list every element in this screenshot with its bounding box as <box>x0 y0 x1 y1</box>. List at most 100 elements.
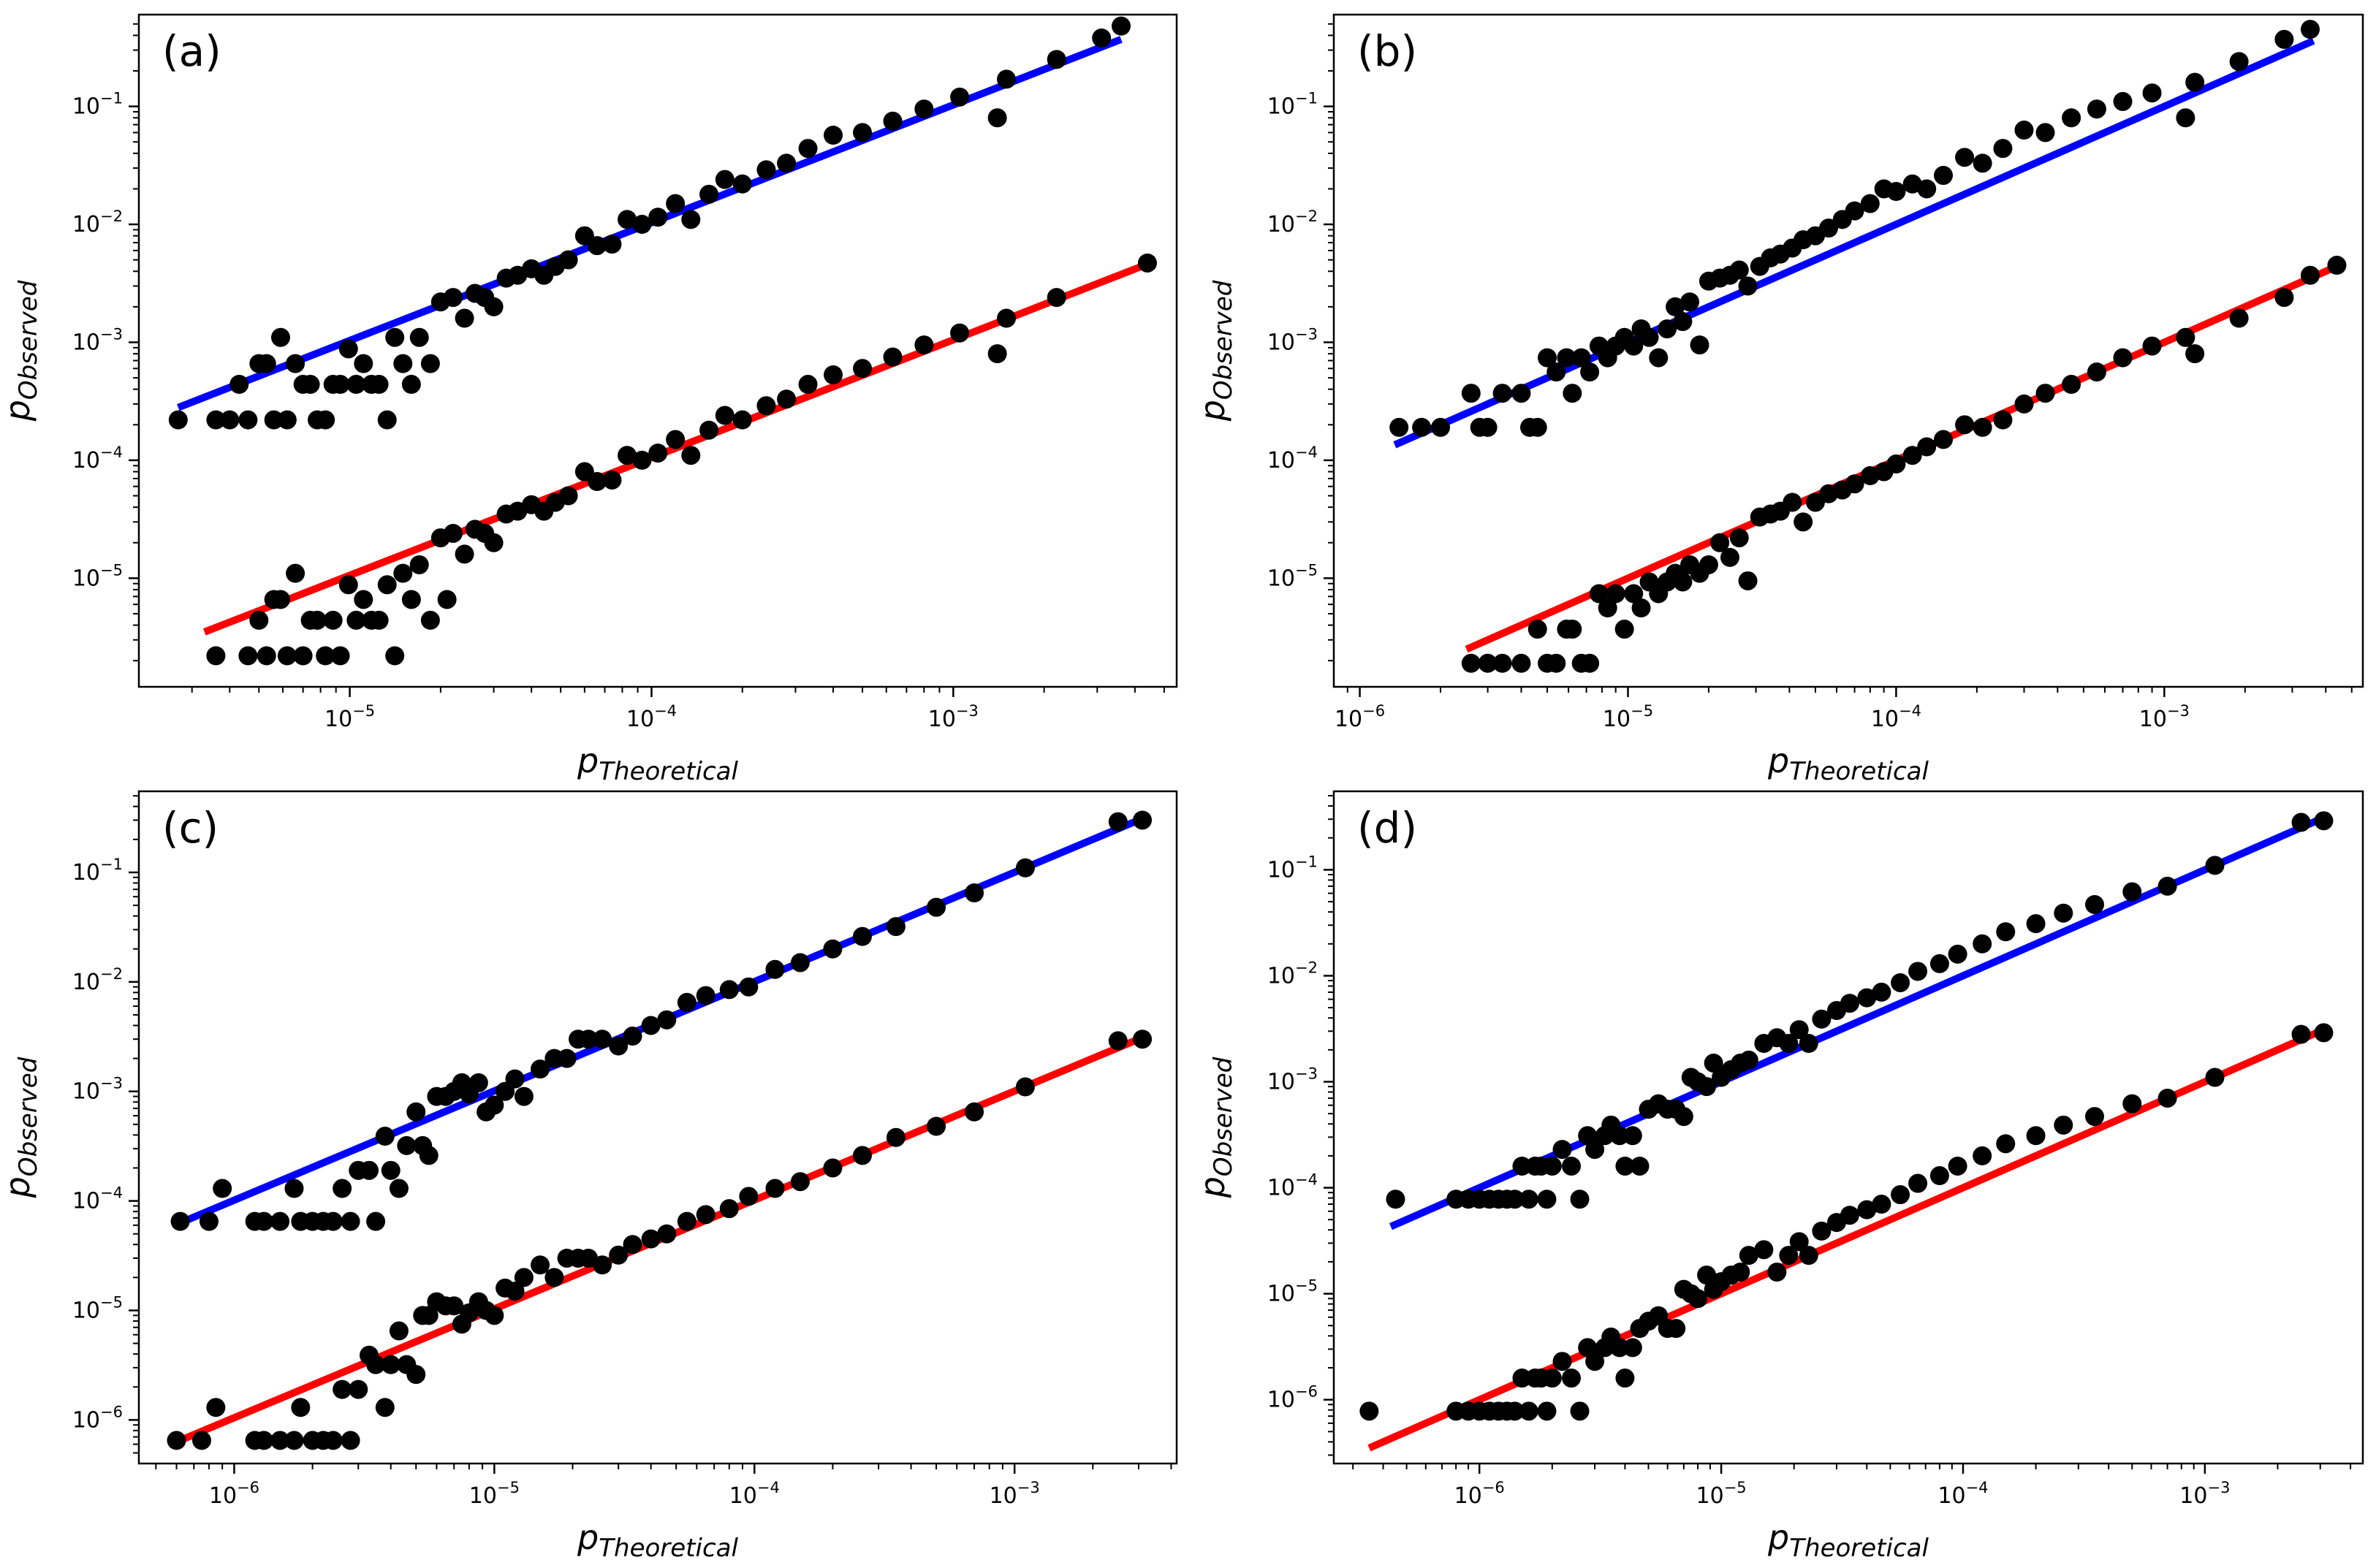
data-point <box>602 235 622 254</box>
data-point <box>1666 1319 1686 1339</box>
data-point <box>853 359 873 378</box>
data-point <box>1563 384 1582 403</box>
data-point <box>914 99 934 119</box>
data-point <box>790 1172 810 1192</box>
data-point <box>1812 1009 1832 1029</box>
data-point <box>1630 1156 1650 1176</box>
x-tick-label: 10−4 <box>1871 702 1921 732</box>
data-point <box>229 375 249 395</box>
data-point <box>1872 982 1891 1002</box>
data-point <box>401 590 421 609</box>
data-point <box>455 544 474 564</box>
data-point <box>1537 1190 1557 1209</box>
data-point <box>1789 1020 1809 1040</box>
data-point <box>531 1059 550 1079</box>
data-point <box>468 1073 488 1092</box>
data-point <box>2087 99 2106 119</box>
data-point <box>1112 16 1131 36</box>
data-point <box>2122 1094 2142 1114</box>
data-point <box>1845 201 1864 221</box>
data-point <box>531 1255 550 1275</box>
data-point <box>1610 1126 1630 1146</box>
data-point <box>1092 28 1112 48</box>
data-point <box>1537 1401 1557 1421</box>
data-point <box>286 354 305 373</box>
data-point <box>777 389 797 409</box>
series-upper <box>170 810 1153 1231</box>
data-point <box>1754 1240 1774 1260</box>
data-point <box>699 420 719 440</box>
y-tick-label: 10−1 <box>72 90 123 120</box>
plot-frame <box>137 790 1178 1465</box>
data-point <box>1704 1053 1723 1073</box>
data-point <box>2085 894 2105 914</box>
data-point <box>1527 620 1547 639</box>
data-point <box>666 430 686 449</box>
data-point <box>1580 362 1600 382</box>
data-point <box>886 1127 906 1147</box>
data-point <box>1739 1050 1758 1070</box>
data-point <box>514 1086 534 1106</box>
data-point <box>852 926 872 946</box>
data-point <box>270 1211 290 1231</box>
y-tick-label: 10−6 <box>1267 1383 1318 1413</box>
data-point <box>1580 653 1600 673</box>
data-point <box>1137 253 1157 273</box>
y-tick-label: 10−6 <box>72 1403 123 1433</box>
y-tick-label: 10−2 <box>72 965 123 995</box>
data-point <box>1929 1166 1949 1186</box>
data-point <box>484 533 504 552</box>
data-point <box>853 123 873 142</box>
data-point <box>1948 944 1967 964</box>
data-point <box>1948 1156 1967 1176</box>
data-point <box>346 375 366 395</box>
data-point <box>2205 856 2225 875</box>
y-tick-label: 10−2 <box>72 208 123 237</box>
y-tick-label: 10−4 <box>72 1184 123 1214</box>
x-tick-label: 10−3 <box>2139 702 2190 732</box>
data-point <box>206 1398 226 1417</box>
data-point <box>997 308 1017 328</box>
data-point <box>1840 1206 1859 1225</box>
data-point <box>558 250 578 270</box>
data-point <box>1783 492 1802 512</box>
data-point <box>579 1030 599 1049</box>
data-point <box>385 327 405 347</box>
data-point <box>199 1211 219 1231</box>
data-point <box>886 917 906 937</box>
y-tick-label: 10−3 <box>72 325 123 355</box>
data-point <box>632 215 652 235</box>
data-point <box>293 646 313 666</box>
data-point <box>756 160 776 180</box>
y-tick-label: 10−4 <box>1267 1171 1318 1201</box>
x-tick-label: 10−5 <box>1696 1479 1747 1509</box>
data-point <box>681 210 701 229</box>
data-point <box>1973 153 1992 173</box>
data-point <box>359 1160 379 1180</box>
x-tick-label: 10−6 <box>1335 702 1385 732</box>
data-point <box>277 646 297 666</box>
x-tick-label: 10−6 <box>209 1479 259 1509</box>
data-point <box>2274 288 2294 308</box>
panel-b: 10−6 10−5 10−4 10−3 10−5 10−4 10−3 10−2 10−1 (b) p… <box>1193 13 2364 786</box>
data-point <box>719 980 739 1000</box>
data-point <box>2014 121 2034 140</box>
data-point <box>2229 308 2249 328</box>
data-point <box>1570 1401 1590 1421</box>
data-point <box>168 410 188 430</box>
data-point <box>1929 954 1949 973</box>
y-tick-label: 10−5 <box>72 1293 123 1323</box>
data-point <box>238 410 258 430</box>
data-point <box>719 1199 739 1219</box>
data-point <box>1511 653 1531 673</box>
data-point <box>406 1102 426 1122</box>
data-point <box>1666 297 1685 316</box>
series-upper <box>1389 20 2320 437</box>
data-point <box>1622 1338 1642 1358</box>
data-point <box>2314 1023 2334 1043</box>
y-tick-label: 10−3 <box>72 1075 123 1105</box>
data-point <box>369 375 389 395</box>
y-tick-label: 10−3 <box>1267 325 1318 355</box>
data-point <box>1973 1146 1992 1165</box>
data-point <box>354 590 373 609</box>
